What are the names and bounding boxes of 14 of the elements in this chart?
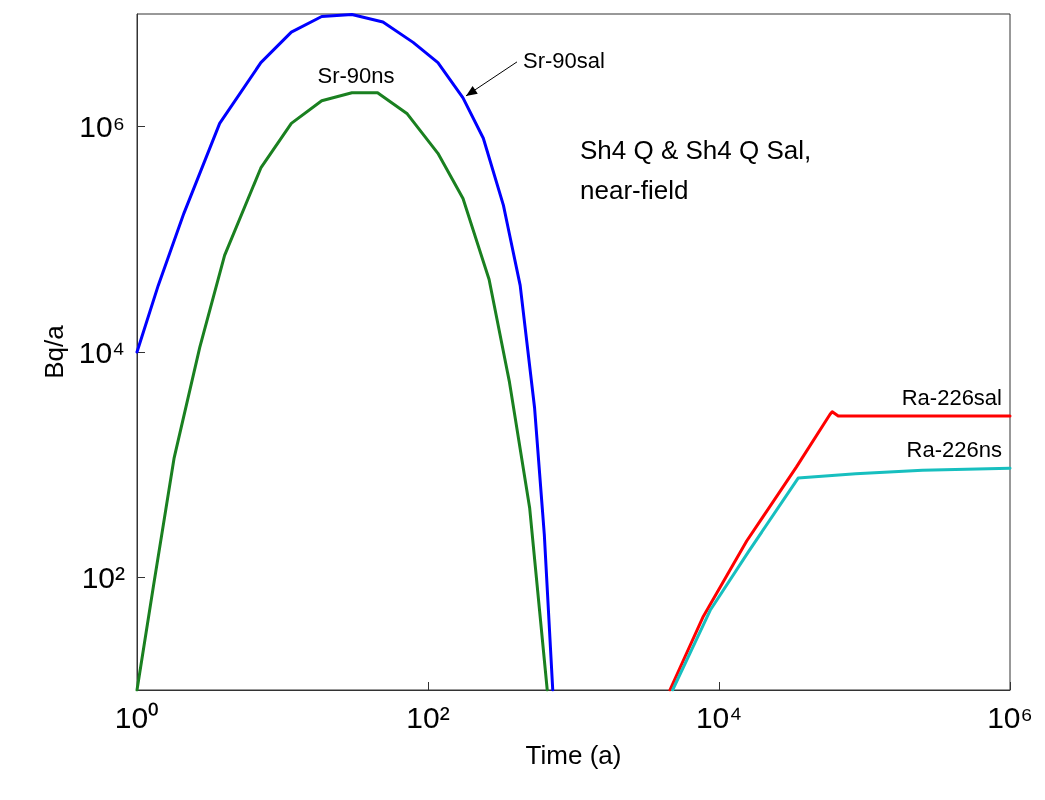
x-tick-label: 10⁴ [695, 700, 743, 734]
annotation: Sh4 Q & Sh4 Q Sal, near-field [580, 135, 819, 205]
y-axis-title: Bq/a [39, 324, 69, 379]
series-label: Ra-226sal [901, 384, 1002, 410]
y-tick-label: 10⁴ [78, 335, 125, 369]
y-tick-label: 10⁶ [79, 110, 125, 144]
series-label: Ra-226ns [906, 436, 1002, 462]
series-label: Sr-90ns [317, 63, 395, 89]
x-axis-title: Time (a) [525, 740, 622, 770]
text: Sr-90sal [523, 48, 605, 74]
x-tick-label: 10⁶ [987, 700, 1033, 734]
x-tick-label: 10² [406, 700, 450, 734]
y-tick-label: 10² [81, 560, 126, 594]
x-tick-label: 10⁰ [114, 700, 160, 734]
